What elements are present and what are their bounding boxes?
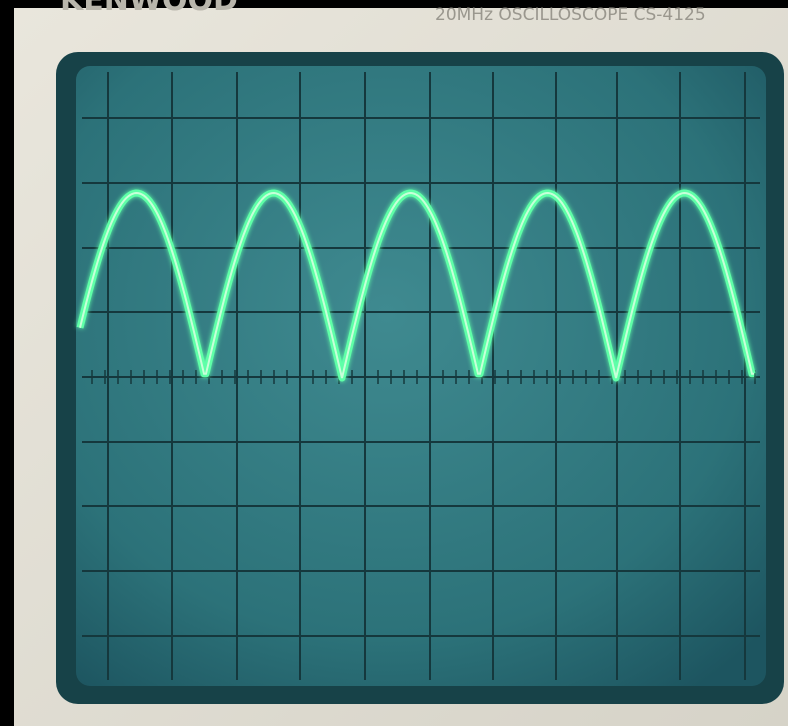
model-label: 20MHz OSCILLOSCOPE CS-4125: [435, 5, 706, 25]
waveform-core: [79, 191, 754, 379]
graticule: [82, 72, 760, 680]
brand-label: KENWOOD: [60, 0, 238, 18]
